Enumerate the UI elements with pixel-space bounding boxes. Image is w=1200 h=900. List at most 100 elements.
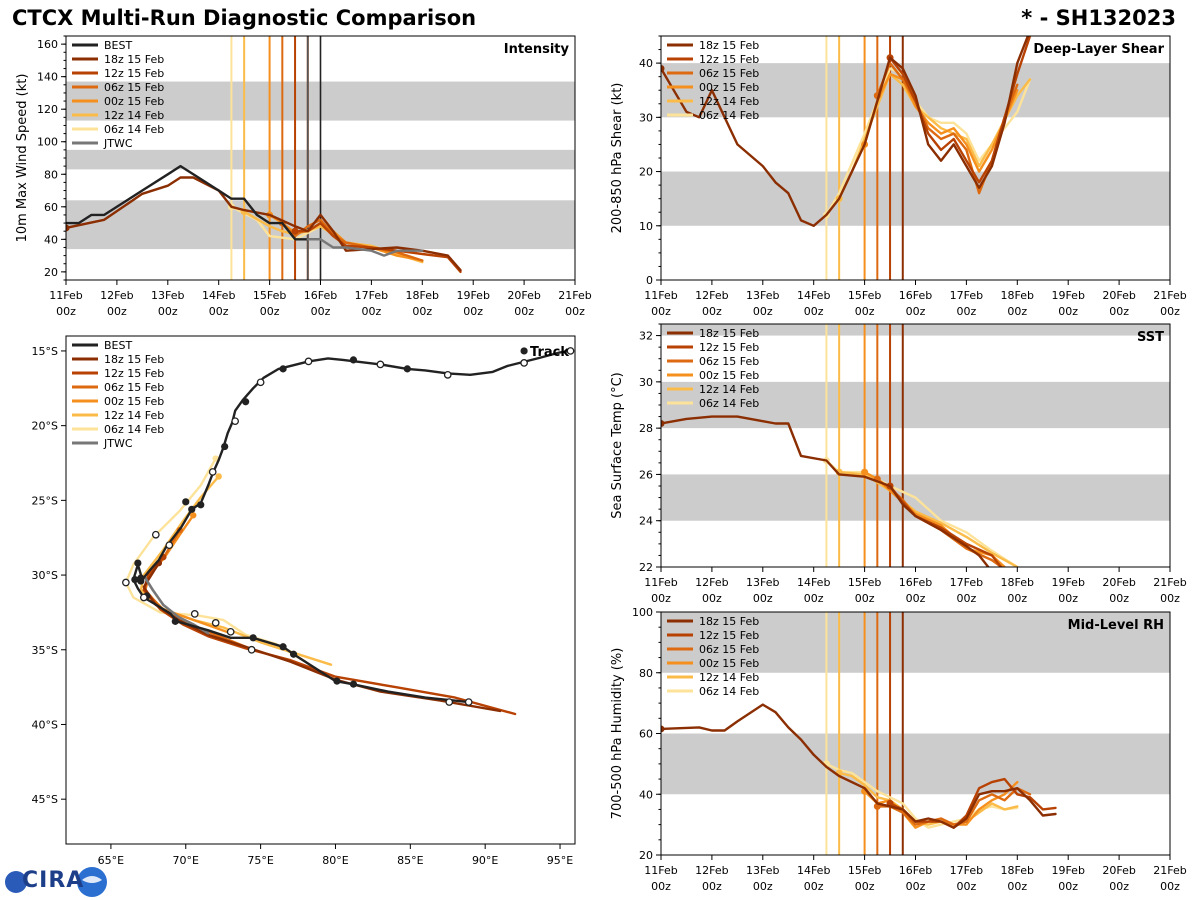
series-line-06z-15-feb <box>876 787 1032 826</box>
shaded-band <box>661 733 1170 795</box>
best-track-open-point <box>165 541 174 550</box>
x-tick-label: 16Feb <box>899 289 932 302</box>
x-tick-label: 12Feb <box>100 289 133 302</box>
best-track-point <box>249 634 257 642</box>
jtwc-line <box>306 238 424 257</box>
x-tick-label: 19Feb <box>1051 289 1084 302</box>
shear-panel: 0 10 20 30 40 11Feb 00z 12Feb 00z 13Feb 00z 14Feb 00… <box>610 35 1187 318</box>
best-track-open-point <box>566 347 575 355</box>
series-start-point <box>661 65 665 73</box>
x-tick-sublabel: 00z <box>1058 880 1078 893</box>
jtwc-track-line <box>144 576 210 635</box>
best-track-point <box>349 356 358 364</box>
x-tick-label: 15Feb <box>848 864 881 877</box>
legend-label: 12z 15 Feb <box>104 367 164 380</box>
y-tick-label: 45°S <box>32 793 58 806</box>
x-tick-sublabel: 00z <box>855 592 875 605</box>
x-tick-label: 18Feb <box>1001 576 1034 589</box>
x-tick-sublabel: 00z <box>753 305 773 318</box>
x-tick-label: 13Feb <box>746 576 779 589</box>
best-track-open-point <box>151 530 160 539</box>
x-tick-label: 65°E <box>98 854 124 867</box>
x-tick-label: 12Feb <box>695 864 728 877</box>
x-tick-label: 20Feb <box>1102 576 1135 589</box>
x-tick-sublabel: 00z <box>1007 880 1027 893</box>
x-tick-sublabel: 00z <box>651 305 671 318</box>
x-tick-sublabel: 00z <box>412 305 432 318</box>
x-tick-sublabel: 00z <box>158 305 178 318</box>
best-track-open-point <box>520 359 528 367</box>
panel-title: Intensity <box>504 42 570 57</box>
x-tick-sublabel: 00z <box>651 880 671 893</box>
axes-frame <box>65 335 576 845</box>
legend-label: 06z 14 Feb <box>104 123 164 136</box>
x-tick-label: 20Feb <box>1102 289 1135 302</box>
y-tick-label: 80 <box>639 667 653 680</box>
x-tick-sublabel: 00z <box>362 305 382 318</box>
x-tick-label: 21Feb <box>1153 289 1186 302</box>
series-line-12z-14-feb <box>837 771 1019 826</box>
y-tick-label: 30 <box>639 376 653 389</box>
x-tick-sublabel: 00z <box>651 592 671 605</box>
y-tick-label: 40°S <box>32 718 58 731</box>
legend-label: 12z 14 Feb <box>699 671 759 684</box>
x-tick-sublabel: 00z <box>906 592 926 605</box>
y-tick-label: 60 <box>639 728 653 741</box>
best-track-point <box>349 680 358 688</box>
x-tick-sublabel: 00z <box>1058 592 1078 605</box>
x-tick-label: 95°E <box>547 854 573 867</box>
x-tick-label: 13Feb <box>151 289 184 302</box>
legend-label: 00z 15 Feb <box>104 95 164 108</box>
series-line-12z-15-feb <box>888 484 1003 567</box>
track-plot-area <box>122 347 575 716</box>
series-line-18z-15-feb <box>66 176 462 272</box>
y-tick-label: 20 <box>639 166 653 179</box>
best-track-point <box>279 643 287 651</box>
x-tick-label: 19Feb <box>1051 864 1084 877</box>
best-track-point <box>520 347 528 355</box>
y-tick-label: 26 <box>639 468 653 481</box>
best-track-open-point <box>208 468 217 476</box>
x-tick-sublabel: 00z <box>804 305 824 318</box>
panel-title: Track <box>530 345 569 360</box>
y-tick-label: 0 <box>646 274 653 287</box>
best-track-open-point <box>256 378 265 387</box>
x-tick-sublabel: 00z <box>1109 592 1129 605</box>
x-tick-sublabel: 00z <box>1109 880 1129 893</box>
shaded-band <box>661 324 1170 336</box>
best-track-point <box>182 498 190 506</box>
legend-label: 00z 15 Feb <box>699 369 759 382</box>
best-track-point <box>137 574 145 582</box>
legend-label: BEST <box>104 339 132 352</box>
best-track-open-point <box>464 698 473 706</box>
y-axis-label: 200-850 hPa Shear (kt) <box>610 83 625 234</box>
x-tick-sublabel: 00z <box>463 305 483 318</box>
sst-panel: 22 24 26 28 30 32 11Feb 00z 12Feb 00z 13Feb 00z 14Fe… <box>610 323 1187 605</box>
track-line-06z-14-feb <box>124 457 307 663</box>
panel-title: Deep-Layer Shear <box>1033 42 1164 57</box>
x-tick-sublabel: 00z <box>56 305 76 318</box>
y-axis-label: 700-500 hPa Humidity (%) <box>610 648 625 820</box>
best-track-point <box>197 501 205 509</box>
y-tick-label: 100 <box>37 136 58 149</box>
y-tick-label: 120 <box>37 103 58 116</box>
best-track-point <box>221 442 229 451</box>
legend-label: 12z 15 Feb <box>104 67 164 80</box>
shaded-band <box>661 381 1170 429</box>
x-tick-label: 12Feb <box>695 576 728 589</box>
best-track-open-point <box>122 578 130 587</box>
legend-label: 18z 15 Feb <box>699 327 759 340</box>
series-start-point <box>291 227 299 235</box>
y-axis-label: Sea Surface Temp (°C) <box>610 372 625 519</box>
best-track-point <box>289 650 298 658</box>
rh-panel: 20 40 60 80 100 11Feb 00z 12Feb 00z 13Feb 00z 14Feb… <box>610 606 1187 893</box>
best-track-line <box>66 164 322 241</box>
legend-label: 00z 15 Feb <box>104 395 164 408</box>
x-tick-sublabel: 00z <box>906 305 926 318</box>
legend-label: 12z 15 Feb <box>699 341 759 354</box>
track-start-point <box>212 455 219 462</box>
x-tick-label: 17Feb <box>355 289 388 302</box>
